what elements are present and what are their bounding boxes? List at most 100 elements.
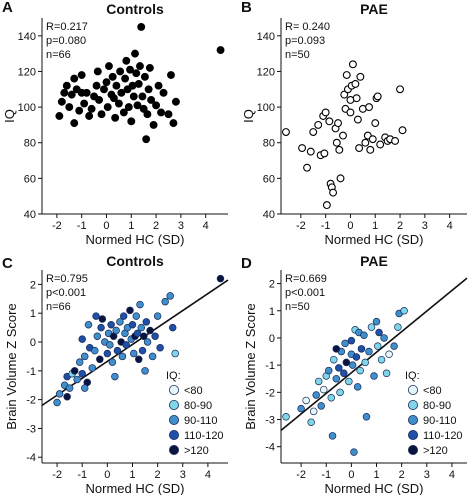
data-point [93,67,102,76]
data-point [113,346,122,355]
data-point [124,103,133,112]
data-point [350,448,358,456]
data-point [85,112,94,120]
data-point [362,413,371,421]
x-tick-label: 2 [153,220,159,232]
data-point [129,92,138,101]
y-tick-label: -1 [26,366,36,378]
data-point [67,90,76,99]
data-point [390,342,398,350]
y-tick-label: -1 [265,360,275,372]
x-tick-label: 3 [422,220,428,232]
regression-line [280,277,468,431]
legend-swatch [168,399,179,410]
stat-line: R=0.669 [285,273,327,285]
stat-line: p=0.093 [285,35,325,47]
data-point [320,149,329,158]
legend-label: 110-120 [184,430,224,442]
chart-title: PAE [360,1,388,17]
legend-label: 110-120 [423,430,463,442]
data-point [148,352,157,361]
data-point [334,119,342,128]
legend-label: 80-90 [423,400,451,412]
data-point [60,88,69,97]
data-point [373,92,382,101]
stat-line: R=0.795 [46,273,88,285]
data-point [152,101,161,110]
panel-letter: D [241,255,252,272]
data-point [140,72,149,81]
data-point [328,432,337,440]
data-point [140,332,148,341]
data-point [306,147,315,156]
data-point [374,342,382,350]
x-tick-label: 4 [449,469,455,481]
data-point [63,392,71,401]
legend-label: 90-110 [423,415,456,427]
y-tick-label: -4 [26,452,36,464]
data-point [370,372,378,380]
data-point [106,341,114,349]
data-point [361,138,370,147]
data-point [109,94,118,103]
x-tick-label: -1 [77,220,87,232]
data-point [309,128,318,136]
data-point [157,108,165,117]
data-point [321,108,330,117]
legend-swatch [407,414,418,425]
data-point [327,394,336,402]
y-tick-label: 1 [30,308,36,320]
data-point [347,336,356,345]
data-point [341,339,349,348]
data-point [332,345,341,353]
legend-swatch [168,414,179,425]
data-point [169,119,178,128]
x-tick-label: 3 [424,469,430,481]
data-point [325,117,334,126]
x-axis-label: Normed HC (SD) [86,481,185,495]
stat-line: n=50 [285,301,310,313]
data-point [380,334,388,342]
data-point [314,377,323,386]
data-point [143,338,152,346]
stat-line: n=66 [46,49,71,61]
data-point [365,347,373,356]
data-point [357,345,366,353]
data-point [161,297,169,306]
data-point [100,85,108,94]
legend-label: <80 [184,385,203,397]
stat-line: R= 0.240 [285,21,330,33]
data-point [143,110,152,119]
data-point [335,364,343,372]
data-point [351,79,360,88]
data-point [132,312,141,320]
data-point [96,355,104,364]
data-point [319,385,328,394]
data-point [116,318,124,326]
data-point [119,312,128,320]
data-point [111,372,119,381]
data-point [336,174,345,183]
data-point [340,369,348,378]
data-point [298,144,307,153]
data-point [282,128,290,136]
data-point [129,349,138,358]
data-point [133,101,142,110]
data-point [126,65,134,74]
data-point [92,312,100,320]
x-tick-label: 0 [348,469,354,481]
data-point [53,398,61,407]
y-tick-label: 0 [269,333,275,345]
y-tick-label: 2 [269,279,275,291]
legend-swatch [407,444,418,455]
data-point [360,331,368,339]
x-tick-label: -1 [77,469,87,481]
y-tick-label: -3 [265,415,275,427]
chart-title: Controls [106,1,164,17]
data-point [312,391,320,399]
legend-swatch [407,429,418,440]
stat-line: p<0.001 [46,287,86,299]
y-tick-label: 1 [269,306,275,318]
data-point [146,326,154,335]
